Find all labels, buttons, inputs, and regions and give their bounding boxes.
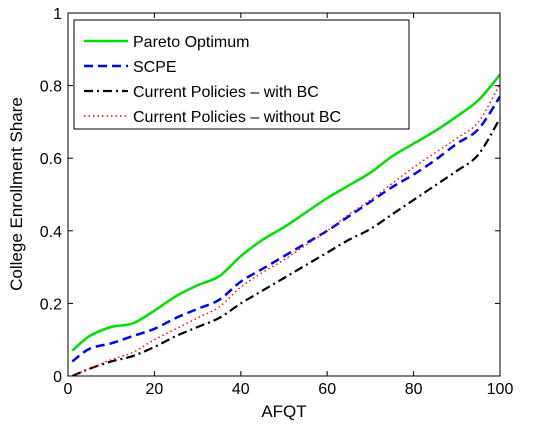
y-tick-label: 0 [53,369,62,386]
legend-label-pareto-optimum: Pareto Optimum [133,34,249,51]
x-tick-label: 80 [405,381,423,398]
y-tick-label: 0.4 [40,224,62,241]
legend-box [73,19,410,130]
series-line-current-policies-with-bc [71,117,500,376]
x-tick-label: 0 [64,381,73,398]
legend-label-scpe: SCPE [133,59,177,76]
x-tick-label: 20 [146,381,164,398]
series-line-scpe [71,95,500,363]
ticks-layer: 0 20 40 60 80 100 0 0.2 0.4 0.6 0.8 1 [40,6,514,398]
x-tick-label: 100 [487,381,514,398]
y-tick-label: 0.8 [40,79,62,96]
x-tick-label: 40 [232,381,250,398]
plot-frame [67,12,501,377]
legend-swatches [84,39,128,117]
y-tick-label: 0.2 [40,296,62,313]
y-tick-label: 0.6 [40,151,62,168]
legend-label-without-bc: Current Policies – without BC [133,109,341,126]
series-layer [71,73,500,376]
y-axis-label: College Enrollment Share [7,97,26,291]
series-line-current-policies-without-bc [72,83,500,376]
legend-label-with-bc: Current Policies – with BC [133,84,319,101]
series-line-pareto-optimum [71,73,500,352]
legend: Pareto Optimum SCPE Current Policies – w… [73,19,410,130]
x-axis-label: AFQT [261,402,306,421]
x-tick-label: 60 [318,381,336,398]
y-tick-label: 1 [53,6,62,23]
